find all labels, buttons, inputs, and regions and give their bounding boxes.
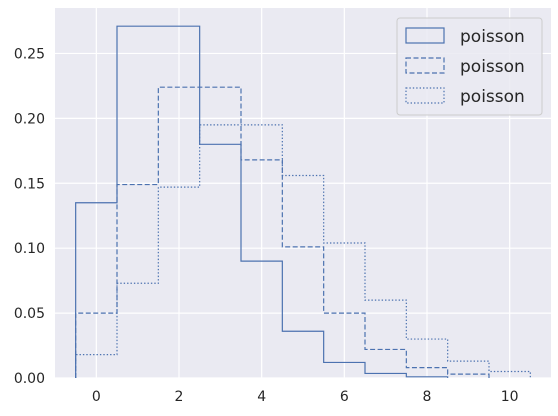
- series-dotted-step-line: [75, 124, 531, 378]
- y-tick-label: 0.10: [14, 241, 45, 257]
- x-tick-label: 10: [501, 389, 519, 405]
- legend-label: poisson: [460, 87, 525, 107]
- y-tick-label: 0.25: [14, 46, 45, 62]
- grid-lines: [55, 8, 551, 379]
- x-tick-label: 8: [423, 389, 432, 405]
- x-tick-label: 4: [257, 389, 266, 405]
- x-axis-ticks: 0 2 4 6 8 10: [92, 389, 519, 405]
- legend: poisson poisson poisson: [396, 17, 543, 116]
- legend-swatch-dotted: [405, 87, 445, 104]
- legend-frame: [396, 17, 543, 116]
- y-tick-label: 0.20: [14, 111, 45, 127]
- y-tick-label: 0.05: [14, 306, 45, 322]
- legend-swatch-solid: [405, 27, 445, 44]
- y-tick-label: 0.00: [14, 371, 45, 387]
- series-dashed-step-line: [75, 86, 490, 378]
- y-axis-ticks: 0.00 0.05 0.10 0.15 0.20 0.25: [14, 46, 45, 387]
- legend-label: poisson: [460, 57, 525, 77]
- y-tick-label: 0.15: [14, 176, 45, 192]
- x-tick-label: 0: [92, 389, 101, 405]
- legend-label: poisson: [460, 27, 525, 47]
- x-tick-label: 2: [175, 389, 184, 405]
- series-solid-step-line: [75, 25, 449, 378]
- x-tick-label: 6: [340, 389, 349, 405]
- legend-swatch-dashed: [405, 57, 445, 74]
- series-layer: [75, 25, 531, 378]
